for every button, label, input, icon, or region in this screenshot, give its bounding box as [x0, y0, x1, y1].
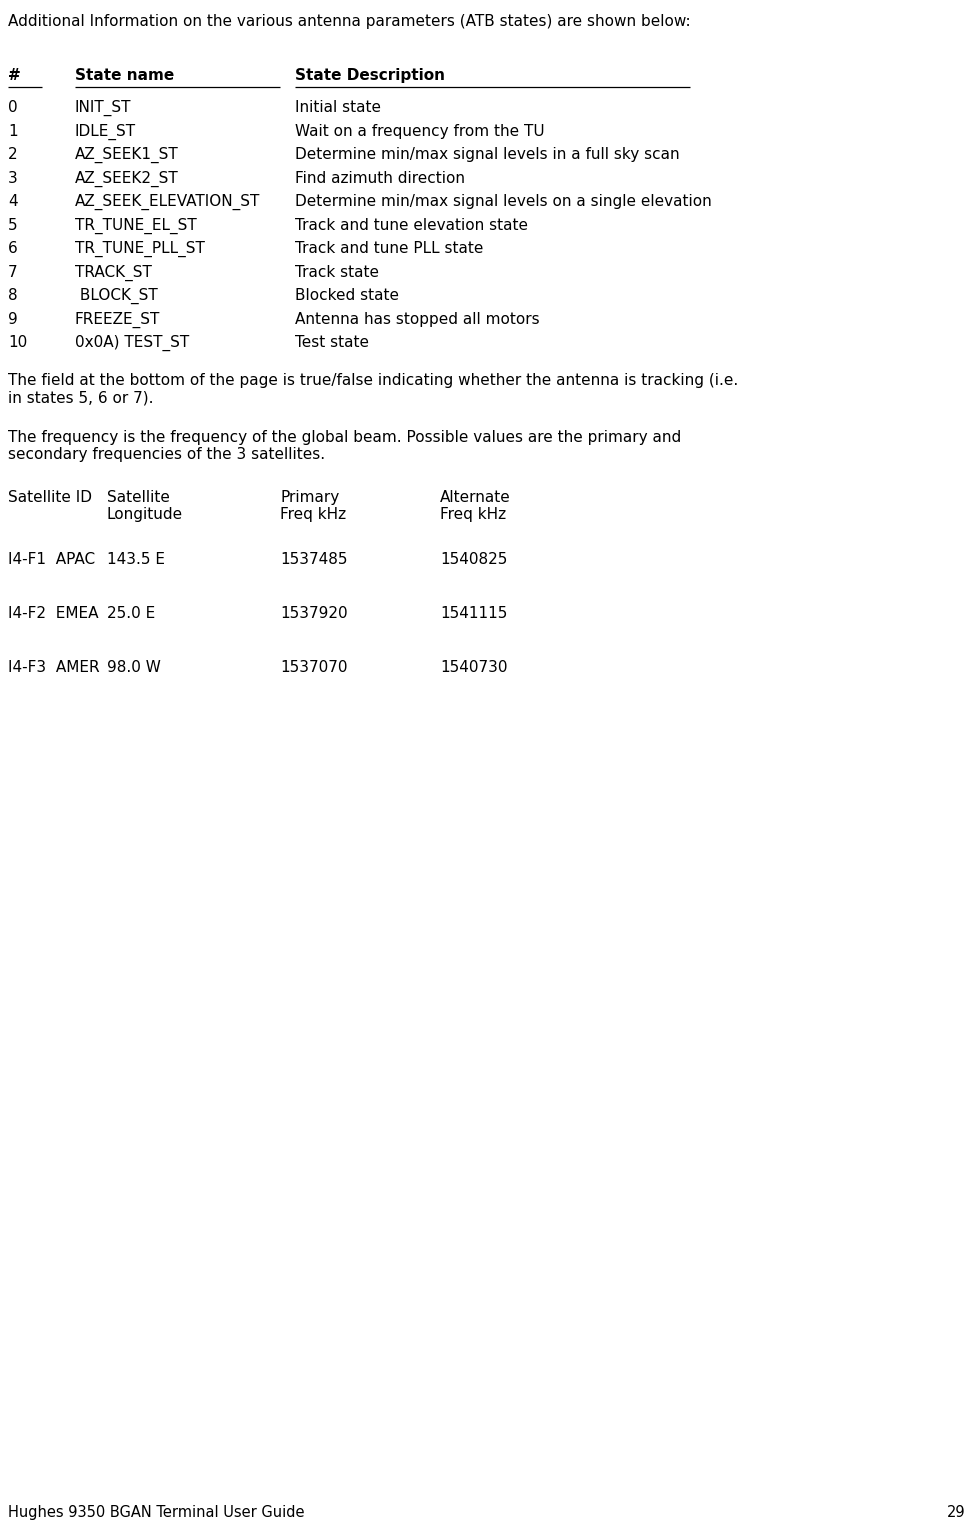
Text: Freq kHz: Freq kHz — [440, 506, 506, 522]
Text: Longitude: Longitude — [107, 506, 183, 522]
Text: 9: 9 — [8, 312, 18, 326]
Text: 3: 3 — [8, 170, 18, 185]
Text: 0: 0 — [8, 99, 18, 115]
Text: Freq kHz: Freq kHz — [280, 506, 346, 522]
Text: 7: 7 — [8, 265, 18, 280]
Text: 98.0 W: 98.0 W — [107, 659, 161, 675]
Text: 143.5 E: 143.5 E — [107, 552, 165, 568]
Text: Track and tune PLL state: Track and tune PLL state — [295, 242, 484, 256]
Text: I4-F2  EMEA: I4-F2 EMEA — [8, 606, 98, 621]
Text: 10: 10 — [8, 335, 27, 350]
Text: Track and tune elevation state: Track and tune elevation state — [295, 217, 528, 233]
Text: State Description: State Description — [295, 67, 445, 83]
Text: The frequency is the frequency of the global beam. Possible values are the prima: The frequency is the frequency of the gl… — [8, 430, 681, 445]
Text: INIT_ST: INIT_ST — [75, 99, 131, 116]
Text: 8: 8 — [8, 288, 18, 303]
Text: 25.0 E: 25.0 E — [107, 606, 156, 621]
Text: 2: 2 — [8, 147, 18, 162]
Text: Primary: Primary — [280, 490, 340, 505]
Text: 4: 4 — [8, 194, 18, 210]
Text: #: # — [8, 67, 20, 83]
Text: Test state: Test state — [295, 335, 369, 350]
Text: IDLE_ST: IDLE_ST — [75, 124, 136, 139]
Text: 6: 6 — [8, 242, 18, 256]
Text: State name: State name — [75, 67, 174, 83]
Text: 1537920: 1537920 — [280, 606, 347, 621]
Text: Initial state: Initial state — [295, 99, 381, 115]
Text: The field at the bottom of the page is true/false indicating whether the antenna: The field at the bottom of the page is t… — [8, 373, 739, 389]
Text: 1537070: 1537070 — [280, 659, 347, 675]
Text: TR_TUNE_EL_ST: TR_TUNE_EL_ST — [75, 217, 197, 234]
Text: AZ_SEEK2_ST: AZ_SEEK2_ST — [75, 170, 179, 187]
Text: 29: 29 — [947, 1506, 965, 1519]
Text: BLOCK_ST: BLOCK_ST — [75, 288, 158, 304]
Text: 1: 1 — [8, 124, 18, 139]
Text: Find azimuth direction: Find azimuth direction — [295, 170, 465, 185]
Text: 1541115: 1541115 — [440, 606, 507, 621]
Text: 1540825: 1540825 — [440, 552, 507, 568]
Text: 5: 5 — [8, 217, 18, 233]
Text: 0x0A) TEST_ST: 0x0A) TEST_ST — [75, 335, 190, 352]
Text: Hughes 9350 BGAN Terminal User Guide: Hughes 9350 BGAN Terminal User Guide — [8, 1506, 305, 1519]
Text: Determine min/max signal levels in a full sky scan: Determine min/max signal levels in a ful… — [295, 147, 679, 162]
Text: I4-F1  APAC: I4-F1 APAC — [8, 552, 95, 568]
Text: Determine min/max signal levels on a single elevation: Determine min/max signal levels on a sin… — [295, 194, 712, 210]
Text: I4-F3  AMER: I4-F3 AMER — [8, 659, 99, 675]
Text: TR_TUNE_PLL_ST: TR_TUNE_PLL_ST — [75, 242, 205, 257]
Text: Alternate: Alternate — [440, 490, 511, 505]
Text: 1537485: 1537485 — [280, 552, 347, 568]
Text: AZ_SEEK_ELEVATION_ST: AZ_SEEK_ELEVATION_ST — [75, 194, 261, 210]
Text: Wait on a frequency from the TU: Wait on a frequency from the TU — [295, 124, 545, 139]
Text: FREEZE_ST: FREEZE_ST — [75, 312, 161, 327]
Text: Additional Information on the various antenna parameters (ATB states) are shown : Additional Information on the various an… — [8, 14, 691, 29]
Text: in states 5, 6 or 7).: in states 5, 6 or 7). — [8, 390, 154, 405]
Text: Antenna has stopped all motors: Antenna has stopped all motors — [295, 312, 540, 326]
Text: TRACK_ST: TRACK_ST — [75, 265, 152, 280]
Text: Track state: Track state — [295, 265, 379, 280]
Text: Satellite: Satellite — [107, 490, 170, 505]
Text: Blocked state: Blocked state — [295, 288, 399, 303]
Text: Satellite ID: Satellite ID — [8, 490, 92, 505]
Text: 1540730: 1540730 — [440, 659, 508, 675]
Text: secondary frequencies of the 3 satellites.: secondary frequencies of the 3 satellite… — [8, 447, 325, 462]
Text: AZ_SEEK1_ST: AZ_SEEK1_ST — [75, 147, 179, 164]
